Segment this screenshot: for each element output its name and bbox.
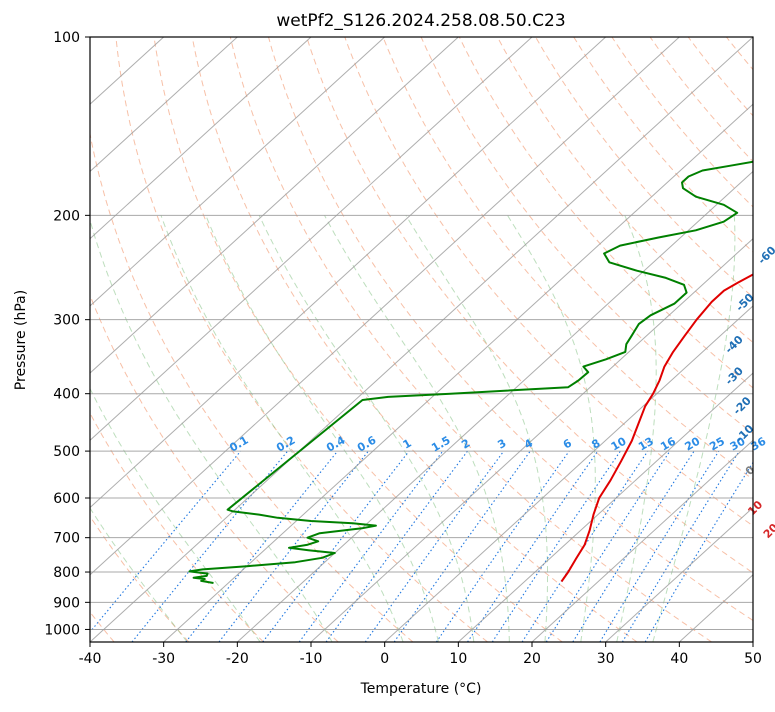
dry-adiabat <box>421 37 775 642</box>
isotherm-label: -30 <box>723 364 746 387</box>
mixing-ratio-line <box>492 451 620 642</box>
x-tick-label: 0 <box>380 651 389 667</box>
dry-adiabat <box>612 37 775 642</box>
isotherm-line <box>164 37 775 642</box>
y-tick-label: 700 <box>53 531 80 547</box>
mixing-ratio-line <box>263 451 409 642</box>
y-tick-label: 400 <box>53 387 80 403</box>
y-tick-label: 800 <box>53 565 80 581</box>
moist-adiabat <box>0 215 187 642</box>
dry-adiabat <box>230 37 711 642</box>
mixing-ratio-line <box>600 451 719 642</box>
dry-adiabat <box>1 37 263 642</box>
y-tick-label: 300 <box>53 313 80 329</box>
dry-adiabat <box>345 37 775 642</box>
y-tick-label: 100 <box>53 30 80 46</box>
x-tick-label: -20 <box>226 651 249 667</box>
y-axis: 100 200 300 400 500 600 700 800 900 1000 <box>44 30 90 638</box>
dry-adiabat <box>269 37 775 642</box>
isotherm-label: -20 <box>731 394 754 417</box>
x-tick-label: 30 <box>597 651 615 667</box>
mixing-ratio-label: 8 <box>589 437 602 452</box>
isotherm-line <box>753 37 775 642</box>
mixing-ratio-line <box>468 451 598 642</box>
zero-line-label: 0 <box>743 463 758 478</box>
isotherm-line <box>0 37 606 642</box>
mixing-ratio-line <box>622 451 739 642</box>
x-axis: -40 -30 -20 -10 0 10 20 30 40 50 <box>79 642 762 667</box>
background-lines <box>0 37 775 642</box>
x-tick-label: -40 <box>79 651 102 667</box>
x-tick-label: -10 <box>300 651 323 667</box>
y-tick-label: 900 <box>53 595 80 611</box>
y-tick-label: 600 <box>53 491 80 507</box>
mixing-ratio-label: 2 <box>459 437 472 452</box>
mixing-ratio-line <box>573 451 694 642</box>
mixing-ratio-line <box>82 451 241 642</box>
x-tick-label: 50 <box>744 651 762 667</box>
moist-adiabat <box>508 215 596 642</box>
y-tick-label: 200 <box>53 208 80 224</box>
y-axis-label: Pressure (hPa) <box>13 290 29 390</box>
moist-adiabat <box>89 215 333 642</box>
x-tick-label: 10 <box>449 651 467 667</box>
dry-adiabat <box>192 37 637 642</box>
series-line-1 <box>190 37 775 583</box>
x-tick-label: -30 <box>152 651 175 667</box>
isotherm-label: -60 <box>755 243 775 266</box>
y-tick-label: 500 <box>53 444 80 460</box>
mixing-ratio-line <box>365 451 503 642</box>
mixing-ratio-label: 3 <box>495 437 508 452</box>
isotherm-line <box>0 37 311 642</box>
moist-adiabat-label: 20 <box>761 521 775 541</box>
mixing-ratio-label: 1 <box>401 437 414 452</box>
moist-adiabat-label: 10 <box>745 498 765 518</box>
dry-adiabat <box>78 37 413 642</box>
dry-adiabat <box>574 37 775 642</box>
chart-title: wetPf2_S126.2024.258.08.50.C23 <box>276 11 565 31</box>
x-tick-label: 40 <box>670 651 688 667</box>
x-axis-label: Temperature (°C) <box>360 681 482 697</box>
mixing-ratio-line <box>546 451 670 642</box>
isotherm-label: -70 <box>771 199 775 222</box>
series-layer <box>190 37 775 583</box>
mixing-ratio-label: 6 <box>561 436 574 451</box>
isotherm-line <box>0 37 458 642</box>
moist-adiabat <box>406 215 548 642</box>
isotherm-line <box>90 37 753 642</box>
moist-adiabat <box>653 215 735 642</box>
moist-adiabat <box>206 215 439 642</box>
x-tick-label: 20 <box>523 651 541 667</box>
dry-adiabat <box>765 37 775 642</box>
dry-adiabat <box>650 37 775 642</box>
y-tick-label: 1000 <box>44 622 80 638</box>
mixing-ratio-line <box>436 451 569 642</box>
